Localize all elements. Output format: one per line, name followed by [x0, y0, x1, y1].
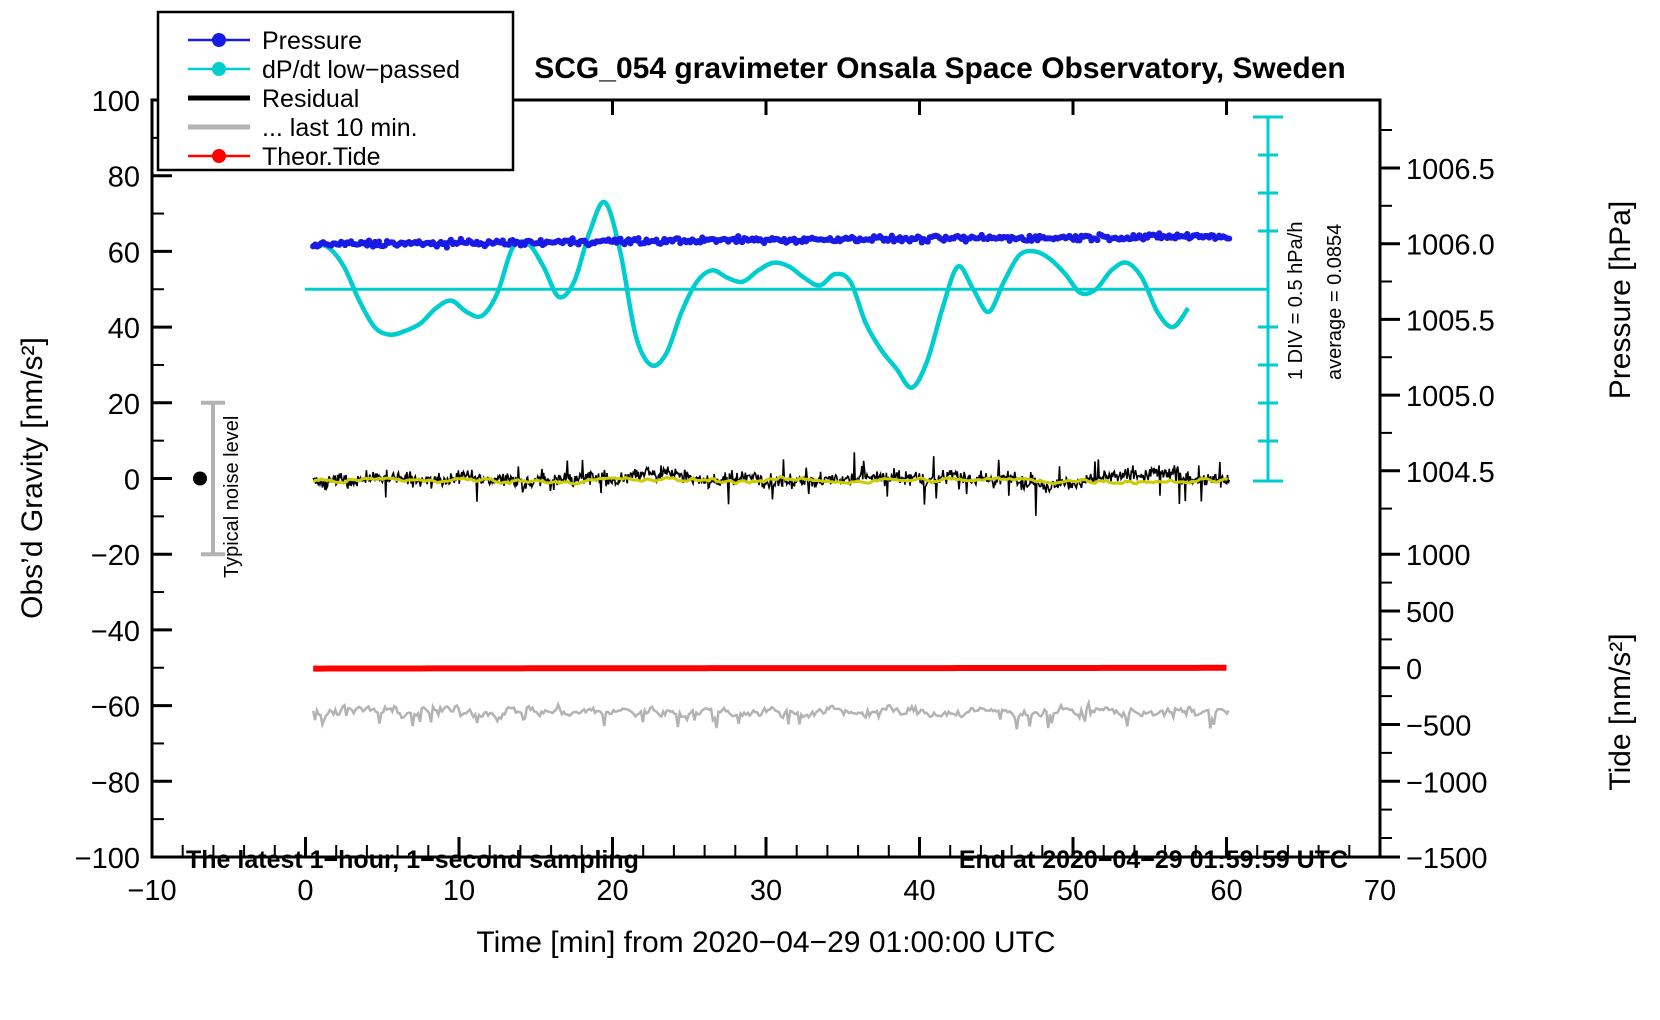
series-residual-filtered [312, 474, 1228, 486]
svg-text:60: 60 [108, 237, 140, 269]
series-pressure [310, 230, 1233, 251]
legend-item-theor-tide[interactable]: Theor.Tide [188, 143, 381, 171]
svg-text:0: 0 [297, 875, 313, 907]
svg-text:−1000: −1000 [1406, 767, 1487, 799]
legend: Pressure dP/dt low−passed Residual ... l… [156, 10, 515, 172]
svg-text:100: 100 [92, 86, 140, 118]
svg-text:40: 40 [903, 875, 935, 907]
legend-label-theor-tide: Theor.Tide [262, 143, 381, 171]
svg-text:1005.0: 1005.0 [1406, 381, 1495, 413]
svg-text:1006.0: 1006.0 [1406, 230, 1495, 262]
legend-item-last10[interactable]: ... last 10 min. [188, 114, 418, 142]
right-pressure-tick-labels: 1006.5 1006.0 1005.5 1005.0 1004.5 [1406, 154, 1495, 489]
footer-left-note: The latest 1−hour, 1−second sampling [186, 846, 639, 874]
page-title: SCG_054 gravimeter Onsala Space Observat… [534, 52, 1346, 85]
dpdt-scale-bar [1253, 115, 1283, 483]
legend-item-residual[interactable]: Residual [188, 85, 359, 113]
svg-text:1004.5: 1004.5 [1406, 457, 1495, 489]
svg-text:0: 0 [124, 465, 140, 497]
svg-text:500: 500 [1406, 597, 1454, 629]
svg-text:20: 20 [108, 389, 140, 421]
dpdt-marker-icon [212, 62, 226, 76]
svg-text:30: 30 [750, 875, 782, 907]
typical-noise-marker [193, 400, 225, 557]
pressure-marker-icon [212, 33, 226, 47]
svg-text:−1500: −1500 [1406, 843, 1487, 875]
right-tide-axis-label: Tide [nm/s²] [1604, 633, 1637, 790]
right-tide-tick-labels: 1000 500 0 −500 −1000 −1500 [1406, 540, 1487, 875]
dpdt-average-label: average = 0.0854 [1324, 224, 1346, 380]
right-pressure-axis-ticks [1380, 166, 1400, 473]
x-axis-label: Time [min] from 2020−04−29 01:00:00 UTC [476, 926, 1055, 959]
right-pressure-axis-label: Pressure [hPa] [1604, 201, 1637, 399]
svg-text:1005.5: 1005.5 [1406, 305, 1495, 337]
legend-item-pressure[interactable]: Pressure [188, 27, 362, 55]
legend-label-dpdt: dP/dt low−passed [262, 56, 460, 84]
legend-label-residual: Residual [262, 85, 359, 113]
right-pressure-axis-minor-ticks [1380, 129, 1392, 510]
svg-text:60: 60 [1210, 875, 1242, 907]
series-dpdt [312, 199, 1190, 390]
svg-text:−10: −10 [127, 875, 176, 907]
bottom-axis-minor-ticks [181, 845, 1351, 857]
series-last10 [311, 698, 1230, 730]
svg-text:−100: −100 [75, 843, 140, 875]
footer-right-note: End at 2020−04−29 01:59:59 UTC [959, 846, 1348, 874]
svg-text:80: 80 [108, 162, 140, 194]
legend-label-last10: ... last 10 min. [262, 114, 418, 142]
svg-text:20: 20 [596, 875, 628, 907]
svg-text:50: 50 [1057, 875, 1089, 907]
svg-text:10: 10 [443, 875, 475, 907]
svg-text:40: 40 [108, 313, 140, 345]
svg-text:−60: −60 [91, 692, 140, 724]
typical-noise-label: Typical noise level [221, 416, 243, 578]
svg-text:−80: −80 [91, 767, 140, 799]
svg-text:−20: −20 [91, 540, 140, 572]
svg-text:−500: −500 [1406, 711, 1471, 743]
svg-text:1000: 1000 [1406, 540, 1471, 572]
svg-text:1006.5: 1006.5 [1406, 154, 1495, 186]
dpdt-scale-label: 1 DIV = 0.5 hPa/h [1285, 222, 1307, 380]
left-axis-tick-labels: 100 80 60 40 20 0 −20 −40 −60 −80 −100 [75, 86, 140, 875]
svg-text:0: 0 [1406, 654, 1422, 686]
legend-item-dpdt[interactable]: dP/dt low−passed [188, 56, 460, 84]
svg-text:70: 70 [1364, 875, 1396, 907]
svg-text:−40: −40 [91, 616, 140, 648]
tide-marker-icon [212, 149, 226, 163]
series-theor-tide [313, 664, 1227, 672]
legend-label-pressure: Pressure [262, 27, 362, 55]
bottom-axis-ticks [150, 837, 1382, 857]
right-tide-axis-minor-ticks [1380, 581, 1392, 839]
bottom-axis-tick-labels: −10 0 10 20 30 40 50 60 70 [127, 875, 1396, 907]
y-axis-label: Obs’d Gravity [nm/s²] [16, 337, 49, 619]
right-tide-axis-ticks [1380, 552, 1400, 859]
